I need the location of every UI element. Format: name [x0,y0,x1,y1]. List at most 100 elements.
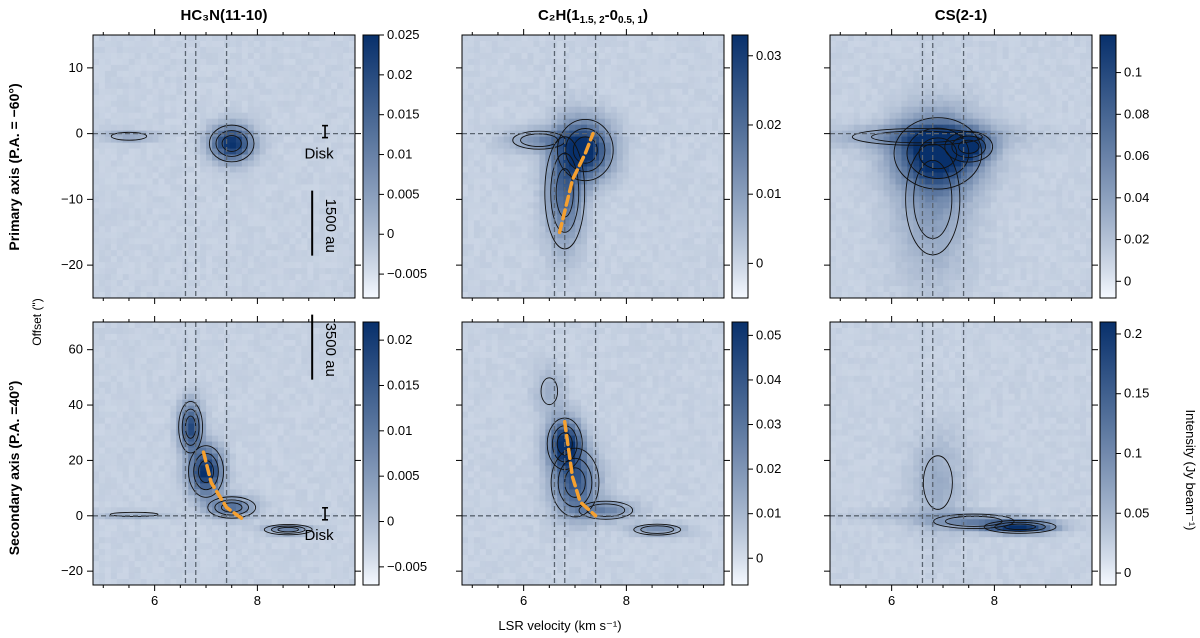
heatmap-cell [224,274,231,281]
heatmap-cell [883,40,891,48]
heatmap-cell [545,226,552,233]
heatmap-cell [122,196,130,203]
heatmap-cell [883,274,891,281]
heatmap-cell [98,244,106,251]
heatmap-cell [841,64,849,72]
heatmap-cell [628,64,636,72]
heatmap-cell [521,238,529,245]
heatmap-cell [331,220,338,227]
heatmap-cell [241,40,249,48]
heatmap-cell [961,244,968,251]
heatmap-cell [604,172,612,180]
heatmap-cell [652,226,660,233]
heatmap-cell [313,76,320,84]
heatmap-cell [563,268,570,275]
heatmap-cell [853,256,861,263]
heatmap-cell [515,46,523,54]
heatmap-cell [841,274,849,281]
heatmap-cell [889,100,897,108]
heatmap-cell [259,124,267,132]
heatmap-cell [218,202,225,209]
heatmap-cell [712,268,719,275]
heatmap-cell [598,82,606,90]
heatmap-cell [473,268,481,275]
heatmap-cell [955,262,962,269]
heatmap-cell [229,268,237,275]
heatmap-cell [235,88,243,96]
heatmap-cell [93,268,100,275]
heatmap-cell [694,106,701,114]
heatmap-cell [706,262,713,269]
heatmap-cell [830,88,837,96]
heatmap-cell [859,178,867,186]
heatmap-cell [557,148,564,156]
heatmap-cell [93,190,100,197]
heatmap-cell [616,208,624,215]
heatmap-cell [610,220,618,227]
heatmap-cell [610,268,618,275]
heatmap-cell [937,262,944,269]
heatmap-cell [295,118,302,126]
heatmap-cell [170,280,177,287]
heatmap-cell [170,148,177,156]
heatmap-cell [277,292,285,298]
heatmap-cell [253,142,261,150]
heatmap-cell [259,142,267,150]
heatmap-cell [919,262,926,269]
heatmap-cell [913,178,920,186]
heatmap-cell [949,52,956,60]
heatmap-cell [140,190,148,197]
heatmap-cell [587,88,594,96]
heatmap-cell [194,292,201,298]
heatmap-cell [158,40,166,48]
heatmap-cell [865,76,873,84]
heatmap-cell [235,232,243,239]
heatmap-cell [539,88,546,96]
heatmap-cell [688,166,695,174]
heatmap-cell [634,268,642,275]
heatmap-cell [587,262,594,269]
heatmap-cell [919,52,926,60]
heatmap-cell [913,184,920,192]
heatmap-cell [859,250,867,257]
heatmap-cell [676,172,683,180]
heatmap-cell [503,58,511,66]
heatmap-cell [301,118,308,126]
heatmap-cell [646,292,654,298]
heatmap-cell [93,184,100,192]
heatmap-cell [955,82,962,90]
heatmap-cell [491,52,499,60]
heatmap-cell [271,76,279,84]
heatmap-cell [539,172,546,180]
heatmap-cell [485,106,493,114]
heatmap-cell [847,136,855,144]
heatmap-cell [598,196,606,203]
heatmap-cell [170,154,177,162]
heatmap-cell [871,214,879,221]
heatmap-cell [194,166,201,174]
heatmap-cell [128,64,136,72]
heatmap-cell [937,46,944,54]
heatmap-cell [533,76,540,84]
heatmap-cell [116,70,124,78]
heatmap-cell [931,274,938,281]
heatmap-cell [152,268,160,275]
heatmap-cell [509,94,517,102]
heatmap-cell [871,148,879,156]
heatmap-cell [593,178,600,186]
heatmap-cell [865,178,873,186]
heatmap-cell [200,208,207,215]
heatmap-cell [319,118,326,126]
heatmap-cell [247,244,255,251]
heatmap-cell [593,220,600,227]
heatmap-cell [200,130,207,138]
heatmap-cell [955,250,962,257]
heatmap-cell [467,286,475,293]
heatmap-cell [943,82,950,90]
heatmap-cell [325,184,332,192]
heatmap-cell [188,184,195,192]
heatmap-cell [200,94,207,102]
heatmap-cell [598,112,606,120]
heatmap-cell [718,184,724,192]
heatmap-cell [718,280,724,287]
